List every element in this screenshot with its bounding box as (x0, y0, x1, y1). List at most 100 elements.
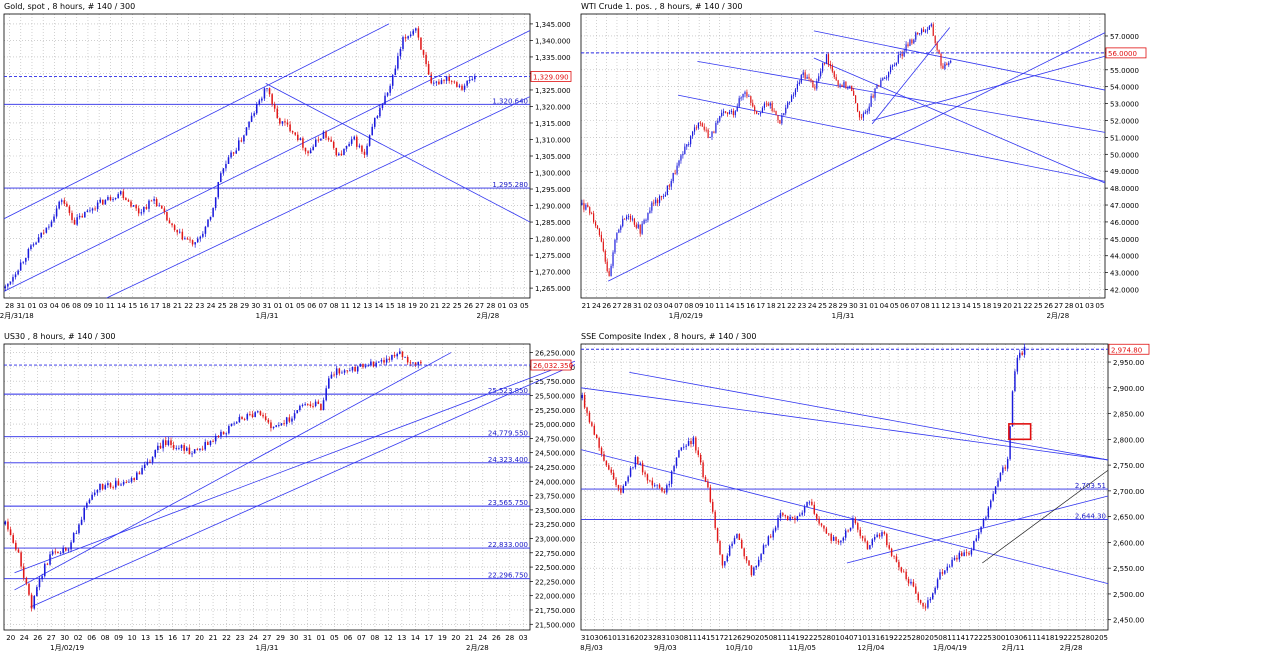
candle-body (461, 85, 463, 90)
candle-body (596, 225, 599, 229)
candle-body (422, 49, 425, 55)
candle-body (581, 394, 583, 399)
x-tick-label: 14 (1037, 634, 1046, 642)
period-label: 1月/02/19 (669, 312, 703, 320)
candle-body (699, 122, 701, 124)
x-tick-label: 14 (786, 634, 795, 642)
candle-body (178, 448, 180, 449)
candle-body (895, 62, 897, 66)
candle-body (643, 220, 645, 224)
candle-body (214, 435, 217, 442)
candle-body (220, 431, 222, 437)
candle-body (133, 478, 135, 480)
candle-body (7, 283, 9, 287)
candle-body (900, 567, 903, 572)
candle-body (299, 138, 302, 141)
candle-body (746, 92, 748, 97)
candle-body (1016, 357, 1019, 372)
candle-body (602, 241, 604, 251)
candle-body (663, 491, 666, 493)
x-tick-label: 15 (972, 302, 981, 310)
candle-body (120, 484, 122, 486)
candle-body (209, 440, 212, 445)
candle-body (825, 528, 828, 534)
candle-body (771, 103, 773, 111)
candle-body (55, 208, 58, 217)
y-tick-label: 1,290.000 (535, 203, 571, 211)
candle-body (70, 542, 72, 550)
candle-body (913, 39, 915, 44)
x-tick-label: 03 (590, 634, 599, 642)
current-price-box (530, 359, 572, 371)
x-tick-label: 11 (947, 634, 956, 642)
candle-body (953, 557, 956, 560)
candle-body (921, 29, 923, 34)
candle-body (346, 370, 349, 372)
candle-body (818, 518, 820, 524)
candle-body (180, 445, 183, 449)
candle-body (1009, 426, 1011, 460)
candle-body (345, 146, 348, 149)
candle-body (73, 219, 76, 225)
candle-body (385, 358, 388, 363)
x-tick-label: 07 (357, 634, 366, 642)
candle-body (60, 200, 63, 202)
y-tick-label: 23,000.000 (535, 535, 575, 543)
candle-body (440, 80, 443, 85)
x-tick-label: 05 (296, 302, 305, 310)
candle-body (888, 72, 890, 78)
candle-body (676, 165, 678, 174)
x-tick-label: 23 (797, 302, 806, 310)
candle-body (934, 35, 936, 43)
candle-body (889, 66, 892, 73)
candle-body (186, 238, 189, 240)
candle-body (841, 84, 843, 87)
candle-body (763, 103, 765, 108)
x-tick-label: 21 (777, 302, 786, 310)
x-tick-label: 06 (599, 634, 608, 642)
price-level-label: 24,779.550 (488, 430, 528, 438)
candle-body (37, 237, 40, 243)
y-tick-label: 1,310.000 (535, 136, 571, 144)
x-tick-label: 30 (60, 634, 69, 642)
chart-title: SSE Composite Index , 8 hours, # 140 / 3… (581, 332, 756, 341)
candle-body (245, 127, 248, 136)
candle-body (1014, 371, 1016, 392)
candle-body (734, 111, 736, 116)
candle-body (707, 481, 709, 488)
trendline (697, 60, 1106, 133)
x-tick-label: 15 (736, 302, 745, 310)
candle-body (745, 556, 748, 561)
y-tick-label: 22,000.000 (535, 593, 575, 601)
x-tick-label: 03 (670, 634, 679, 642)
candle-body (862, 113, 864, 118)
x-tick-label: 02 (1090, 634, 1099, 642)
x-tick-label: 21 (582, 302, 591, 310)
y-tick-label: 24,000.000 (535, 478, 575, 486)
candle-body (932, 24, 934, 36)
x-tick-label: 01 (831, 634, 840, 642)
candle-body (130, 201, 132, 207)
x-tick-label: 20 (1003, 302, 1012, 310)
candle-body (897, 55, 899, 63)
x-tick-label: 04 (880, 302, 889, 310)
candle-body (600, 447, 603, 454)
x-tick-label: 19 (885, 634, 894, 642)
candle-body (101, 483, 104, 490)
candle-body (33, 595, 36, 609)
candle-body (659, 195, 661, 203)
support-line (982, 469, 1109, 564)
candle-body (813, 504, 816, 514)
candle-body (714, 511, 716, 529)
period-label: 1月/31 (832, 312, 855, 320)
candle-body (46, 563, 49, 565)
candle-body (610, 469, 612, 473)
x-tick-label: 19 (408, 302, 417, 310)
candle-body (876, 534, 878, 538)
candle-body (792, 94, 795, 96)
candle-body (293, 413, 296, 419)
x-tick-label: 11 (1028, 634, 1037, 642)
candle-body (289, 124, 291, 132)
x-tick-label: 03 (509, 302, 518, 310)
candle-body (830, 533, 832, 541)
